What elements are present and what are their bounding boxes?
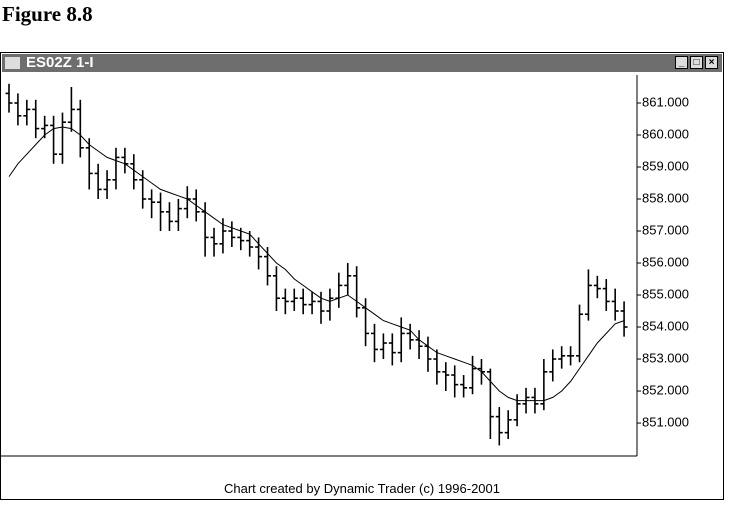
y-tick-label: 857.000 [642,222,689,237]
maximize-button[interactable]: □ [690,56,703,69]
footer: Chart created by Dynamic Trader (c) 1996… [223,481,500,496]
y-tick-label: 860.000 [642,126,689,141]
title-bar: ES02Z 1-I _ □ × [2,54,722,72]
y-tick-label: 852.000 [642,382,689,397]
window-title: ES02Z 1-I [26,54,94,71]
y-tick-label: 856.000 [642,254,689,269]
figure-label: Figure 8.8 [2,2,93,26]
y-tick-label: 853.000 [642,350,689,365]
y-tick-label: 851.000 [642,414,689,429]
y-tick-label: 861.000 [642,94,689,109]
y-tick-label: 858.000 [642,190,689,205]
minimize-button[interactable]: _ [675,56,688,69]
y-tick-label: 854.000 [642,318,689,333]
close-button[interactable]: × [705,56,718,69]
moving-average-line [8,126,625,402]
window-icon [5,57,20,69]
chart-window: ES02Z 1-I _ □ × 861.000 860.000 859.000 858… [0,52,724,500]
y-tick-label: 859.000 [642,158,689,173]
y-tick-label: 855.000 [642,286,689,301]
chart: 861.000 860.000 859.000 858.000 857.000 856.0… [1,75,689,457]
